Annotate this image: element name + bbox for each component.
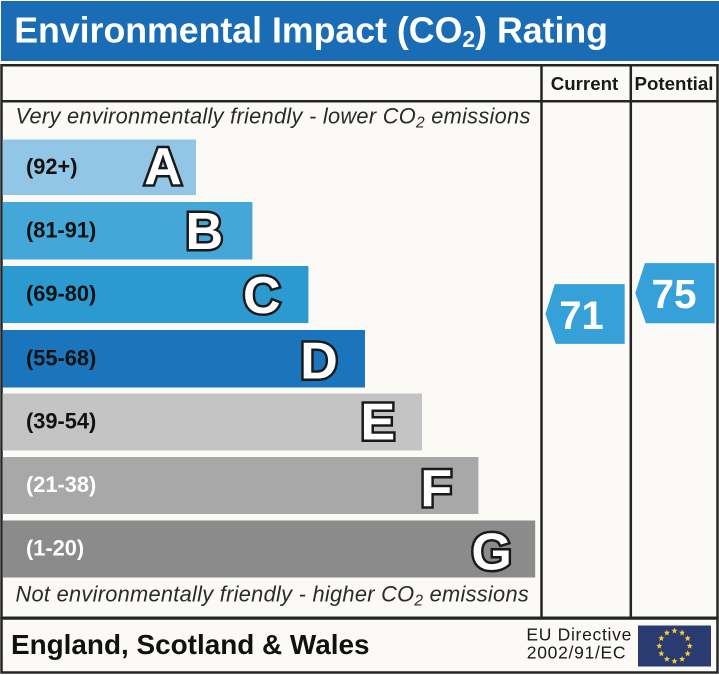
svg-text:(92+): (92+) [26, 154, 78, 179]
svg-text:A: A [144, 138, 182, 196]
svg-text:C: C [243, 267, 281, 325]
svg-text:EU Directive: EU Directive [526, 625, 632, 645]
svg-text:G: G [471, 523, 511, 581]
svg-text:Current: Current [551, 73, 619, 94]
svg-text:Environmental Impact (CO2) Rat: Environmental Impact (CO2) Rating [14, 10, 608, 52]
svg-text:75: 75 [651, 271, 696, 317]
svg-text:2002/91/EC: 2002/91/EC [527, 643, 626, 663]
svg-text:(39-54): (39-54) [26, 409, 96, 434]
svg-text:(81-91): (81-91) [26, 217, 96, 242]
svg-text:B: B [186, 203, 224, 261]
svg-text:Very environmentally friendly: Very environmentally friendly - lower CO… [16, 104, 531, 132]
svg-text:Potential: Potential [635, 73, 714, 94]
svg-text:(55-68): (55-68) [26, 345, 96, 370]
svg-text:F: F [420, 460, 452, 518]
svg-text:E: E [360, 394, 395, 452]
svg-text:71: 71 [559, 294, 604, 338]
svg-text:(1-20): (1-20) [26, 536, 84, 561]
svg-text:D: D [300, 333, 338, 391]
svg-text:(21-38): (21-38) [26, 472, 96, 497]
svg-text:Not environmentally friendly -: Not environmentally friendly - higher CO… [16, 581, 530, 609]
svg-text:(69-80): (69-80) [26, 281, 96, 306]
svg-text:England, Scotland & Wales: England, Scotland & Wales [11, 629, 370, 660]
